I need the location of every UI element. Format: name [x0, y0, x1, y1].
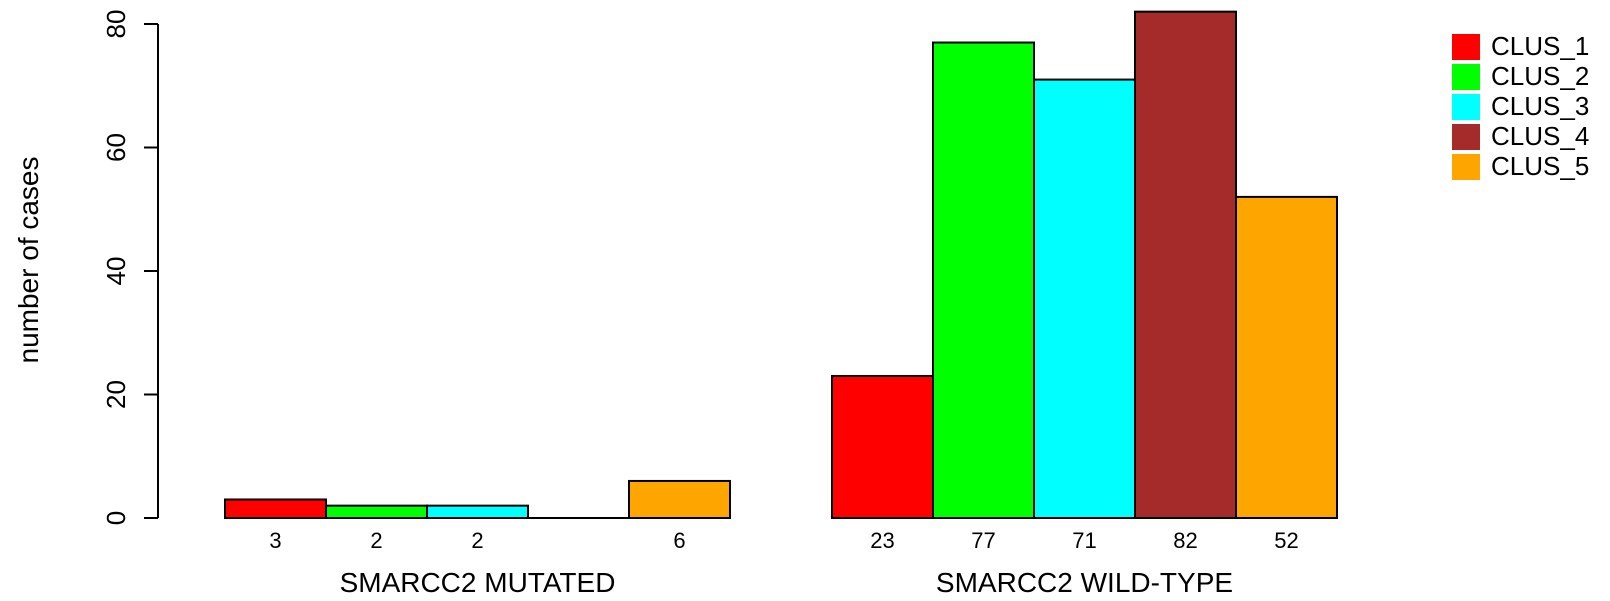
- bar-count-label: 2: [471, 528, 483, 553]
- y-tick-label: 40: [101, 257, 131, 286]
- bar: [1134, 10, 1237, 520]
- bar: [426, 504, 529, 519]
- legend-swatch: [1452, 124, 1480, 150]
- legend-label: CLUS_5: [1491, 151, 1589, 181]
- legend-swatch: [1452, 64, 1480, 90]
- bar-count-label: 71: [1072, 528, 1096, 553]
- bar-count-label: 52: [1274, 528, 1298, 553]
- legend-label: CLUS_2: [1491, 61, 1589, 91]
- bar-count-label: 3: [269, 528, 281, 553]
- bar-count-label: 82: [1173, 528, 1197, 553]
- legend-swatch: [1452, 34, 1480, 60]
- legend-label: CLUS_3: [1491, 91, 1589, 121]
- group-label: SMARCC2 MUTATED: [340, 567, 616, 598]
- bar: [1235, 195, 1338, 519]
- bar: [932, 41, 1035, 520]
- bar: [224, 498, 327, 520]
- bar: [831, 374, 934, 519]
- bar-count-label: 6: [673, 528, 685, 553]
- bar-count-label: 23: [870, 528, 894, 553]
- bar-count-label: 2: [370, 528, 382, 553]
- bar-count-label: 77: [971, 528, 995, 553]
- y-tick-label: 20: [101, 380, 131, 409]
- bar: [325, 504, 428, 519]
- legend-label: CLUS_4: [1491, 121, 1589, 151]
- y-axis-title: number of cases: [13, 157, 44, 364]
- legend-swatch: [1452, 94, 1480, 120]
- bar: [628, 479, 731, 520]
- bars: [224, 10, 1338, 520]
- group-label: SMARCC2 WILD-TYPE: [936, 567, 1233, 598]
- group-labels: SMARCC2 MUTATED SMARCC2 WILD-TYPE: [340, 567, 1234, 598]
- y-axis: 0 20 40 60 80: [101, 10, 159, 525]
- y-tick-label: 60: [101, 133, 131, 162]
- legend-label: CLUS_1: [1491, 31, 1589, 61]
- y-tick-label: 80: [101, 10, 131, 39]
- legend-swatch: [1452, 154, 1480, 180]
- count-labels: 3 2 2 6 23 77 71 82 52: [269, 528, 1298, 553]
- bar: [1033, 78, 1136, 519]
- y-tick-label: 0: [101, 511, 131, 525]
